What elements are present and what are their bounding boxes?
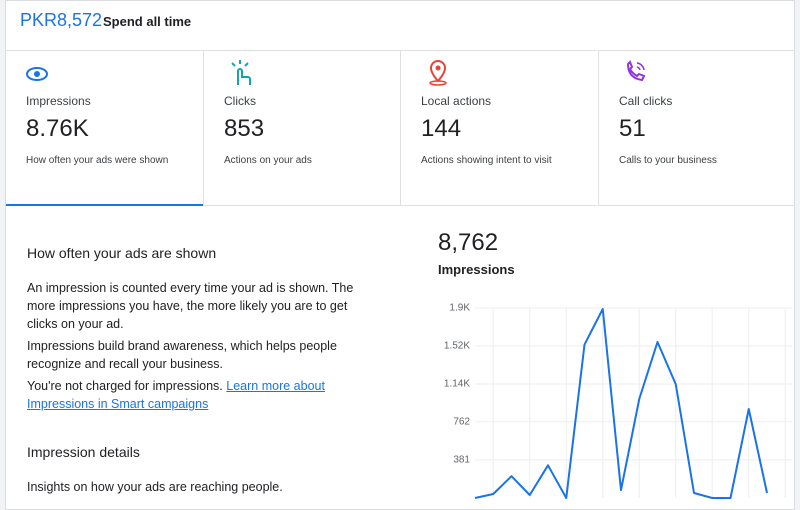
metric-label: Clicks — [224, 94, 256, 108]
section-text: Insights on how your ads are reaching pe… — [27, 480, 283, 494]
metric-label: Impressions — [26, 94, 91, 108]
phone-icon — [626, 60, 646, 82]
y-tick-label: 1.9K — [449, 303, 470, 314]
metric-card[interactable]: Call clicks 51 Calls to your business — [598, 50, 795, 206]
spend-label: Spend all time — [103, 14, 192, 29]
y-tick-label: 1.14K — [444, 379, 470, 390]
metric-label: Local actions — [421, 94, 492, 108]
spend-amount: PKR8,572 — [20, 10, 103, 30]
y-tick-label: 1.52K — [444, 341, 470, 352]
y-tick-label: 762 — [453, 416, 470, 427]
metric-card[interactable]: Clicks 853 Actions on your ads — [203, 50, 400, 206]
metric-description: Actions on your ads — [224, 155, 312, 166]
y-tick-label: 381 — [453, 455, 470, 466]
metric-label: Call clicks — [619, 94, 673, 108]
metric-description: Calls to your business — [619, 155, 717, 166]
chart: 381 762 1.14K 1.52K 1.9K — [444, 303, 792, 499]
metric-value: 853 — [224, 115, 265, 142]
metric-card[interactable]: Local actions 144 Actions showing intent… — [400, 50, 597, 206]
pin-icon — [429, 60, 447, 86]
metric-card[interactable]: Impressions 8.76K How often your ads wer… — [6, 50, 203, 206]
chart-total: 8,762 — [438, 229, 499, 256]
metric-value: 51 — [619, 115, 646, 142]
chart-title: Impressions — [438, 262, 515, 277]
metric-value: 144 — [421, 115, 462, 142]
click-icon — [231, 60, 251, 85]
charge-note: You're not charged for impressions. — [27, 379, 223, 393]
metric-description: Actions showing intent to visit — [421, 155, 552, 166]
metric-value: 8.76K — [26, 115, 89, 142]
paragraph: Impressions build brand awareness, which… — [27, 339, 337, 371]
paragraph: You're not charged for impressions. Lear… — [27, 377, 357, 413]
eye-icon — [26, 67, 48, 81]
details-title: How often your ads are shown — [27, 245, 217, 261]
paragraph: An impression is counted every time your… — [27, 281, 354, 331]
data-line — [474, 308, 768, 499]
learn-more-link[interactable]: Learn more about Impressions in Smart ca… — [27, 379, 325, 411]
metric-description: How often your ads were shown — [26, 155, 169, 166]
section-title: Impression details — [27, 444, 140, 460]
